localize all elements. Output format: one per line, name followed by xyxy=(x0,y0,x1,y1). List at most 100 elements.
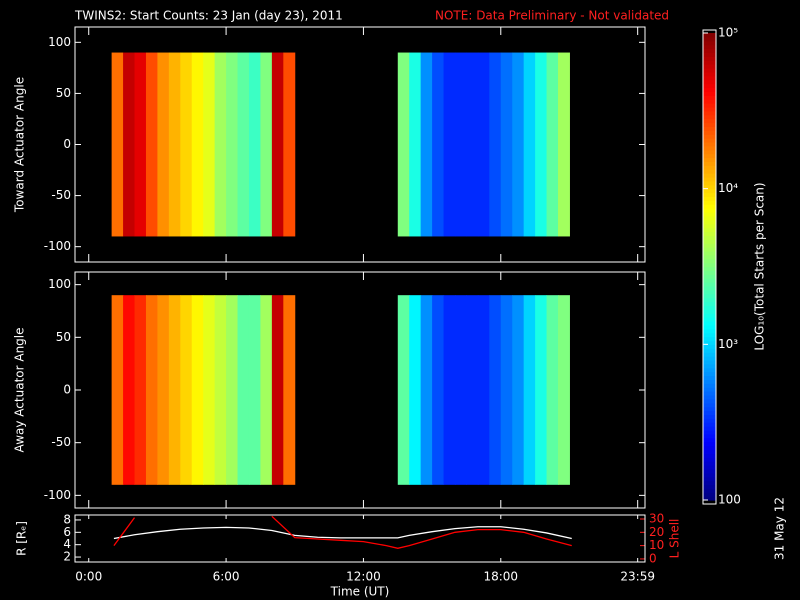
colorbar-swatch xyxy=(703,313,716,318)
colorbar-swatch xyxy=(703,243,716,248)
colorbar-swatch xyxy=(703,227,716,233)
colorbar-swatch xyxy=(703,375,716,380)
colorbar-swatch xyxy=(703,254,716,260)
heatmap-cell xyxy=(409,295,422,485)
colorbar-swatch xyxy=(703,394,716,400)
colorbar-swatch xyxy=(703,496,716,501)
heatmap-cell xyxy=(558,295,570,485)
colorbar-swatch xyxy=(703,103,716,108)
colorbar-swatch xyxy=(703,379,716,384)
colorbar-swatch xyxy=(703,75,716,81)
colorbar-swatch xyxy=(703,484,716,489)
heatmap-cell xyxy=(397,295,410,485)
y2-axis-label: L Shell xyxy=(668,519,682,559)
note: NOTE: Data Preliminary - Not validated xyxy=(435,9,669,23)
colorbar-swatch xyxy=(703,492,716,497)
date-stamp: 31 May 12 xyxy=(773,497,787,560)
colorbar-swatch xyxy=(703,212,716,217)
heatmap-cell xyxy=(157,52,170,237)
heatmap-cell xyxy=(443,52,456,237)
heatmap-cell xyxy=(180,295,193,485)
colorbar-swatch xyxy=(703,36,716,42)
colorbar-swatch xyxy=(703,176,716,182)
colorbar-swatch xyxy=(703,71,716,77)
colorbar-swatch xyxy=(703,130,716,135)
y-tick-label: 100 xyxy=(48,35,71,49)
colorbar-swatch xyxy=(703,44,716,50)
colorbar-swatch xyxy=(703,289,716,295)
colorbar-swatch xyxy=(703,138,716,143)
y-tick-label: 6 xyxy=(63,525,71,539)
colorbar-swatch xyxy=(703,449,716,454)
colorbar-swatch xyxy=(703,52,716,57)
colorbar-swatch xyxy=(703,266,716,271)
colorbar-swatch xyxy=(703,40,716,46)
x-tick-label: 0:00 xyxy=(75,570,102,584)
colorbar-swatch xyxy=(703,293,716,299)
colorbar-swatch xyxy=(703,488,716,493)
heatmap-cell xyxy=(237,52,250,237)
colorbar-swatch xyxy=(703,250,716,256)
colorbar-swatch xyxy=(703,188,716,194)
heatmap-cell xyxy=(512,52,525,237)
y-tick-label: 0 xyxy=(63,137,71,151)
y-tick-label: -100 xyxy=(44,239,71,253)
colorbar-swatch xyxy=(703,141,716,147)
heatmap-cell xyxy=(260,295,273,485)
colorbar-swatch xyxy=(703,278,716,283)
colorbar-swatch xyxy=(703,161,716,166)
heatmap-cell xyxy=(283,52,296,237)
heatmap-cell xyxy=(203,295,216,485)
colorbar-swatch xyxy=(703,320,716,326)
heatmap-cell xyxy=(477,295,490,485)
colorbar-swatch xyxy=(703,68,716,73)
heatmap-cell xyxy=(466,52,479,237)
heatmap-cell xyxy=(283,295,296,485)
y-tick-label: 50 xyxy=(56,330,71,344)
heatmap-cell xyxy=(214,52,227,237)
colorbar-swatch xyxy=(703,91,716,96)
colorbar-swatch xyxy=(703,134,716,139)
colorbar-swatch xyxy=(703,114,716,120)
colorbar-swatch xyxy=(703,472,716,478)
heatmap-cell xyxy=(191,52,204,237)
heatmap-cell xyxy=(523,295,536,485)
heatmap-cell xyxy=(455,295,467,485)
colorbar-swatch xyxy=(703,87,716,92)
heatmap-cell xyxy=(500,52,513,237)
chart-title: TWINS2: Start Counts: 23 Jan (day 23), 2… xyxy=(74,9,343,23)
colorbar-swatch xyxy=(703,480,716,486)
heatmap-cell xyxy=(271,52,284,237)
colorbar-swatch xyxy=(703,165,716,170)
colorbar-swatch xyxy=(703,64,716,69)
colorbar-swatch xyxy=(703,429,716,435)
colorbar-swatch xyxy=(703,157,716,163)
heatmap-cell xyxy=(226,52,239,237)
colorbar-swatch xyxy=(703,219,716,225)
heatmap-cell xyxy=(420,52,433,237)
colorbar-swatch xyxy=(703,153,716,159)
colorbar-swatch xyxy=(703,324,716,330)
y-axis-label: R [Rₑ] xyxy=(15,521,29,556)
colorbar-tick-label: 100 xyxy=(718,493,741,507)
colorbar-swatch xyxy=(703,441,716,447)
colorbar-swatch xyxy=(703,468,716,474)
heatmap-cell xyxy=(477,52,490,237)
colorbar-swatch xyxy=(703,426,716,431)
y-axis-label: Away Actuator Angle xyxy=(13,327,27,452)
colorbar-swatch xyxy=(703,297,716,303)
colorbar-swatch xyxy=(703,410,716,415)
colorbar-swatch xyxy=(703,169,716,174)
colorbar-swatch xyxy=(703,457,716,462)
colorbar-swatch xyxy=(703,200,716,205)
heatmap-cell xyxy=(443,295,456,485)
colorbar-swatch xyxy=(703,126,716,131)
x-tick-label: 6:00 xyxy=(213,570,240,584)
colorbar-swatch xyxy=(703,180,716,186)
colorbar-swatch xyxy=(703,262,716,268)
y-tick-label: -50 xyxy=(51,435,71,449)
colorbar-swatch xyxy=(703,461,716,466)
y2-tick-label: 30 xyxy=(649,511,664,525)
colorbar-swatch xyxy=(703,95,716,100)
heatmap-cell xyxy=(489,52,502,237)
